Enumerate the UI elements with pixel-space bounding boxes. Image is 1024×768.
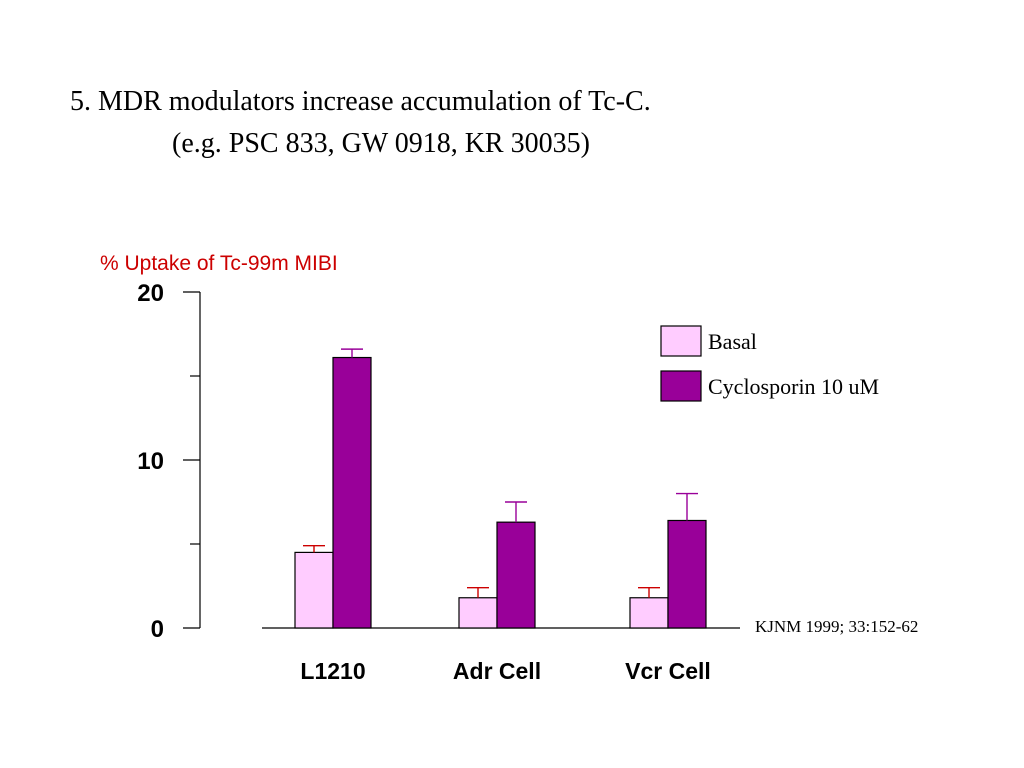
y-tick-label: 10 <box>137 448 164 475</box>
bar-basal <box>294 551 334 629</box>
x-tick-label: Adr Cell <box>453 658 541 684</box>
legend-label: Cyclosporin 10 uM <box>708 374 879 399</box>
legend-label: Basal <box>708 329 757 354</box>
chart-error-bars <box>303 348 698 598</box>
bar-basal <box>629 597 669 629</box>
chart-labels: 0 10 20 % Uptake of Tc-99m MIBI L1210 Adr Cel… <box>100 252 711 684</box>
citation: KJNM 1999; 33:152-62 <box>755 617 918 636</box>
slide-subtitle: (e.g. PSC 833, GW 0918, KR 30035) <box>172 128 590 159</box>
slide-title: 5. MDR modulators increase accumulation … <box>70 86 651 117</box>
legend-swatch <box>660 325 702 357</box>
chart-legend: Basal Cyclosporin 10 uM <box>660 325 879 402</box>
y-axis-label: % Uptake of Tc-99m MIBI <box>100 252 338 275</box>
x-tick-label: L1210 <box>300 658 365 684</box>
legend-swatch <box>660 370 702 402</box>
chart-axes <box>183 291 740 629</box>
bar-cyclosporin <box>332 356 372 629</box>
bar-cyclosporin <box>667 519 707 629</box>
chart-bars <box>294 356 707 629</box>
y-tick-label: 0 <box>151 616 164 643</box>
x-tick-label: Vcr Cell <box>625 658 711 684</box>
bar-cyclosporin <box>496 521 536 629</box>
y-tick-label: 20 <box>137 280 164 307</box>
bar-basal <box>458 597 498 629</box>
